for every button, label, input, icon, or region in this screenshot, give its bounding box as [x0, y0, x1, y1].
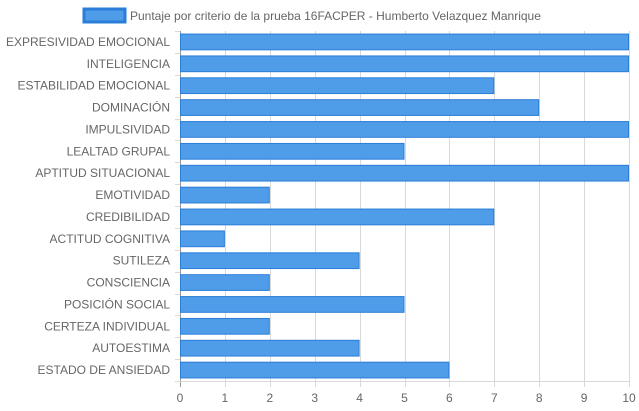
bar[interactable]	[180, 121, 629, 138]
category-label: EMOTIVIDAD	[95, 188, 170, 202]
category-label: INTELIGENCIA	[87, 57, 170, 71]
bar[interactable]	[180, 317, 270, 335]
category-label: CONSCIENCIA	[87, 276, 170, 290]
category-label: ACTITUD COGNITIVA	[50, 232, 170, 246]
bar[interactable]	[180, 252, 360, 270]
bar[interactable]	[180, 296, 405, 313]
bar[interactable]	[180, 339, 360, 357]
x-tick-label: 3	[311, 391, 318, 405]
bar[interactable]	[180, 142, 405, 160]
legend-label: Puntaje por criterio de la prueba 16FACP…	[130, 9, 541, 23]
x-tick-label: 2	[266, 391, 273, 405]
x-tick-label: 4	[356, 391, 363, 405]
x-tick-label: 8	[536, 391, 543, 405]
bar[interactable]	[180, 55, 629, 73]
x-tick-label: 9	[581, 391, 588, 405]
bar[interactable]	[180, 186, 270, 204]
category-labels: EXPRESIVIDAD EMOCIONAL INTELIGENCIA ESTABI…	[6, 35, 170, 377]
bar[interactable]	[180, 164, 629, 182]
category-label: CREDIBILIDAD	[86, 210, 170, 224]
category-label: ESTABILIDAD EMOCIONAL	[18, 79, 171, 93]
bar[interactable]	[180, 361, 450, 379]
x-tick-label: 6	[446, 391, 453, 405]
category-label: POSICIÓN SOCIAL	[64, 296, 170, 311]
category-label: DOMINACIÓN	[92, 100, 170, 115]
x-tick-label: 1	[222, 391, 229, 405]
bar[interactable]	[180, 230, 225, 248]
bars	[180, 33, 629, 379]
category-label: CERTEZA INDIVIDUAL	[44, 319, 170, 333]
bar[interactable]	[180, 208, 495, 226]
x-tick-label: 7	[491, 391, 498, 405]
category-label: ESTADO DE ANSIEDAD	[38, 363, 171, 377]
category-label: EXPRESIVIDAD EMOCIONAL	[6, 35, 170, 49]
category-label: SUTILEZA	[113, 254, 170, 268]
bar[interactable]	[180, 99, 540, 116]
legend[interactable]: Puntaje por criterio de la prueba 16FACP…	[82, 7, 541, 24]
category-label: IMPULSIVIDAD	[85, 122, 170, 136]
category-label: AUTOESTIMA	[92, 341, 170, 355]
bar[interactable]	[180, 33, 629, 51]
bar[interactable]	[180, 274, 270, 291]
bar[interactable]	[180, 77, 495, 95]
category-label: LEALTAD GRUPAL	[67, 144, 171, 158]
legend-swatch	[82, 7, 127, 24]
x-tick-label: 10	[622, 391, 636, 405]
category-label: APTITUD SITUACIONAL	[35, 166, 170, 180]
x-tick-label: 0	[177, 391, 184, 405]
x-tick-label: 5	[401, 391, 408, 405]
x-axis-tick-labels: 0 1 2 3 4 5 6 7 8 9 10	[177, 391, 636, 405]
